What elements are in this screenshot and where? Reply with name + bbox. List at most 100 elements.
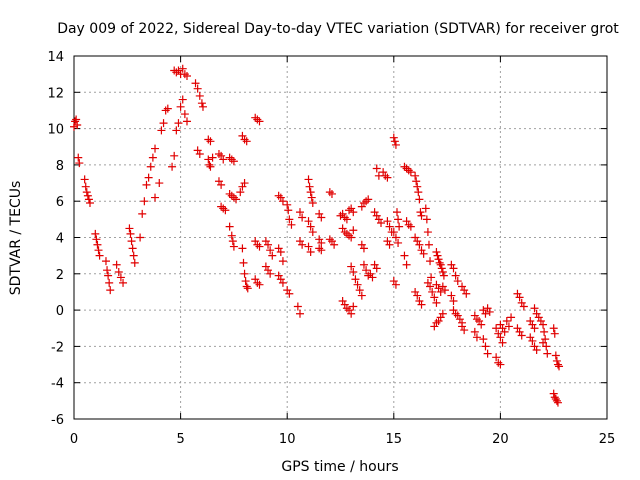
data-point-arc-y-1	[284, 206, 293, 215]
x-tick-label-4: 20	[492, 432, 509, 447]
data-point-arc-af-2	[342, 229, 351, 238]
data-point-arc-o-5	[229, 157, 238, 166]
data-point-arc-a-2	[72, 115, 81, 124]
data-point-arc-az-4	[447, 291, 456, 300]
data-point-arc-bf-2	[500, 327, 509, 336]
data-point-arc-n-1	[217, 151, 226, 160]
data-point-arc-aw-0	[432, 248, 441, 257]
data-point-arc-v-5	[264, 266, 273, 275]
data-point-arc-ad-0	[325, 235, 334, 244]
data-point-arc-o-1	[219, 204, 228, 213]
data-point-arc-k-0	[191, 79, 200, 88]
data-point-arc-d-4	[106, 286, 115, 295]
data-point-arc-ac-2	[315, 235, 324, 244]
data-point-arc-w-1	[276, 193, 285, 202]
data-point-arc-bl-2	[551, 395, 560, 404]
y-tick-label-5: 4	[56, 232, 64, 247]
data-point-arc-r-5	[240, 179, 249, 188]
data-point-arc-as-2	[415, 240, 424, 249]
data-point-arc-ab-3	[304, 242, 313, 251]
data-point-arc-q-2	[228, 237, 237, 246]
data-point-arc-w-3	[274, 244, 283, 253]
data-point-arc-az-3	[453, 277, 462, 286]
data-point-arc-ae-0	[336, 211, 345, 220]
data-point-arc-ba-1	[451, 309, 460, 318]
data-point-arc-be-2	[496, 333, 505, 342]
data-point-arc-g-2	[140, 197, 149, 206]
data-point-arc-bl-3	[552, 396, 561, 405]
data-point-arc-ba-2	[453, 311, 462, 320]
data-point-arc-al-4	[383, 173, 392, 182]
data-point-arc-ax-1	[434, 284, 443, 293]
data-point-arc-v-1	[264, 240, 273, 249]
data-point-arc-bh-4	[528, 336, 537, 345]
data-point-arc-x-2	[278, 278, 287, 287]
data-point-arc-f-2	[127, 237, 136, 246]
data-point-arc-a-1	[71, 117, 80, 126]
data-point-arc-ah-5	[357, 291, 366, 300]
x-tick-label-1: 5	[176, 432, 184, 447]
data-point-arc-av-4	[432, 298, 441, 307]
data-point-arc-l-4	[208, 153, 217, 162]
data-point-arc-h-0	[151, 193, 160, 202]
data-point-arc-bk-2	[551, 351, 560, 360]
data-point-arc-ar-5	[416, 208, 425, 217]
data-point-arc-bc-2	[475, 316, 484, 325]
data-point-arc-t-4	[253, 240, 262, 249]
data-point-arc-ae-3	[342, 215, 351, 224]
data-point-arc-c-2	[93, 240, 102, 249]
data-point-arc-o-0	[217, 202, 226, 211]
data-point-arc-bf-4	[504, 322, 513, 331]
data-point-arc-f-0	[125, 224, 134, 233]
data-point-arc-a-4	[74, 153, 83, 162]
data-point-arc-m-2	[206, 162, 215, 171]
data-point-arc-f-3	[128, 244, 137, 253]
tick-layer: 0 5 10 15 20 25 -6 -4 -2 0 2 4 6 8 10 12 14	[47, 50, 615, 447]
data-point-arc-bc-1	[472, 315, 481, 324]
data-point-arc-x-1	[276, 275, 285, 284]
data-point-arc-ag-1	[340, 300, 349, 309]
grid-layer	[74, 56, 607, 419]
data-point-arc-bg-2	[517, 298, 526, 307]
data-point-arc-l-2	[204, 135, 213, 144]
data-point-arc-as-4	[419, 249, 428, 258]
data-point-arc-ai-4	[357, 240, 366, 249]
data-point-arc-g-3	[142, 180, 151, 189]
data-point-arc-bg-1	[515, 293, 524, 302]
y-axis-label: SDTVAR / TECUs	[8, 181, 24, 296]
data-point-arc-az-1	[449, 264, 458, 273]
data-point-arc-h-2	[157, 126, 166, 135]
data-point-arc-p-0	[225, 189, 234, 198]
data-point-arc-bk-5	[555, 362, 564, 371]
data-point-arc-ao-2	[394, 238, 403, 247]
data-point-arc-t-3	[251, 237, 260, 246]
data-point-arc-y-4	[283, 286, 292, 295]
data-point-arc-ao-1	[391, 233, 400, 242]
data-point-arc-bi-2	[534, 313, 543, 322]
data-point-arc-b-1	[81, 182, 90, 191]
data-point-arc-e-1	[114, 267, 123, 276]
data-point-arc-ag-0	[338, 297, 347, 306]
data-point-arc-n-2	[219, 155, 228, 164]
data-point-arc-y-2	[285, 215, 294, 224]
data-point-arc-at-3	[417, 300, 426, 309]
data-point-arc-bf-1	[498, 324, 507, 333]
data-point-arc-q-1	[227, 231, 236, 240]
data-point-arc-ar-3	[414, 188, 423, 197]
data-point-arc-bi-3	[536, 316, 545, 325]
data-point-arc-y-5	[285, 289, 294, 298]
data-point-arc-h-1	[155, 179, 164, 188]
data-point-arc-bg-6	[517, 331, 526, 340]
data-point-arc-at-2	[415, 297, 424, 306]
data-point-arc-z-0	[295, 208, 304, 217]
data-point-arc-ag-3	[345, 306, 354, 315]
data-point-arc-i-5	[178, 95, 187, 104]
data-point-arc-ap-3	[406, 168, 415, 177]
data-point-arc-c-0	[91, 229, 100, 238]
data-point-arc-an-3	[392, 208, 401, 217]
data-point-arc-bd-5	[481, 342, 490, 351]
data-point-arc-s-5	[243, 284, 252, 293]
data-point-arc-bb-0	[458, 282, 467, 291]
data-point-arc-bj-3	[542, 342, 551, 351]
data-point-arc-ay-1	[432, 318, 441, 327]
